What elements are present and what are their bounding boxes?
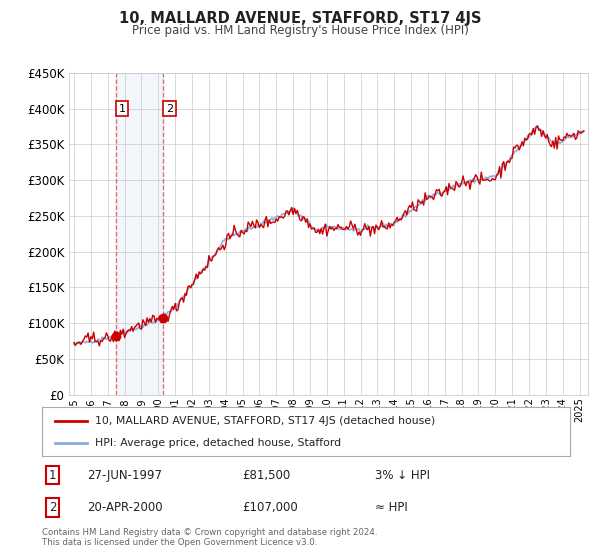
Text: Price paid vs. HM Land Registry's House Price Index (HPI): Price paid vs. HM Land Registry's House … [131,24,469,36]
Text: 10, MALLARD AVENUE, STAFFORD, ST17 4JS: 10, MALLARD AVENUE, STAFFORD, ST17 4JS [119,11,481,26]
Bar [116,73,163,395]
Text: 3% ↓ HPI: 3% ↓ HPI [374,469,430,482]
Text: HPI: Average price, detached house, Stafford: HPI: Average price, detached house, Staf… [95,437,341,447]
Text: 2: 2 [49,501,56,514]
Text: £107,000: £107,000 [242,501,298,514]
Text: 1: 1 [119,104,125,114]
Text: ≈ HPI: ≈ HPI [374,501,407,514]
Text: Contains HM Land Registry data © Crown copyright and database right 2024.
This d: Contains HM Land Registry data © Crown c… [42,528,377,547]
Text: 1: 1 [49,469,56,482]
Text: 27-JUN-1997: 27-JUN-1997 [87,469,162,482]
Text: 20-APR-2000: 20-APR-2000 [87,501,163,514]
Text: 2: 2 [166,104,173,114]
Text: £81,500: £81,500 [242,469,291,482]
Text: 10, MALLARD AVENUE, STAFFORD, ST17 4JS (detached house): 10, MALLARD AVENUE, STAFFORD, ST17 4JS (… [95,416,435,426]
